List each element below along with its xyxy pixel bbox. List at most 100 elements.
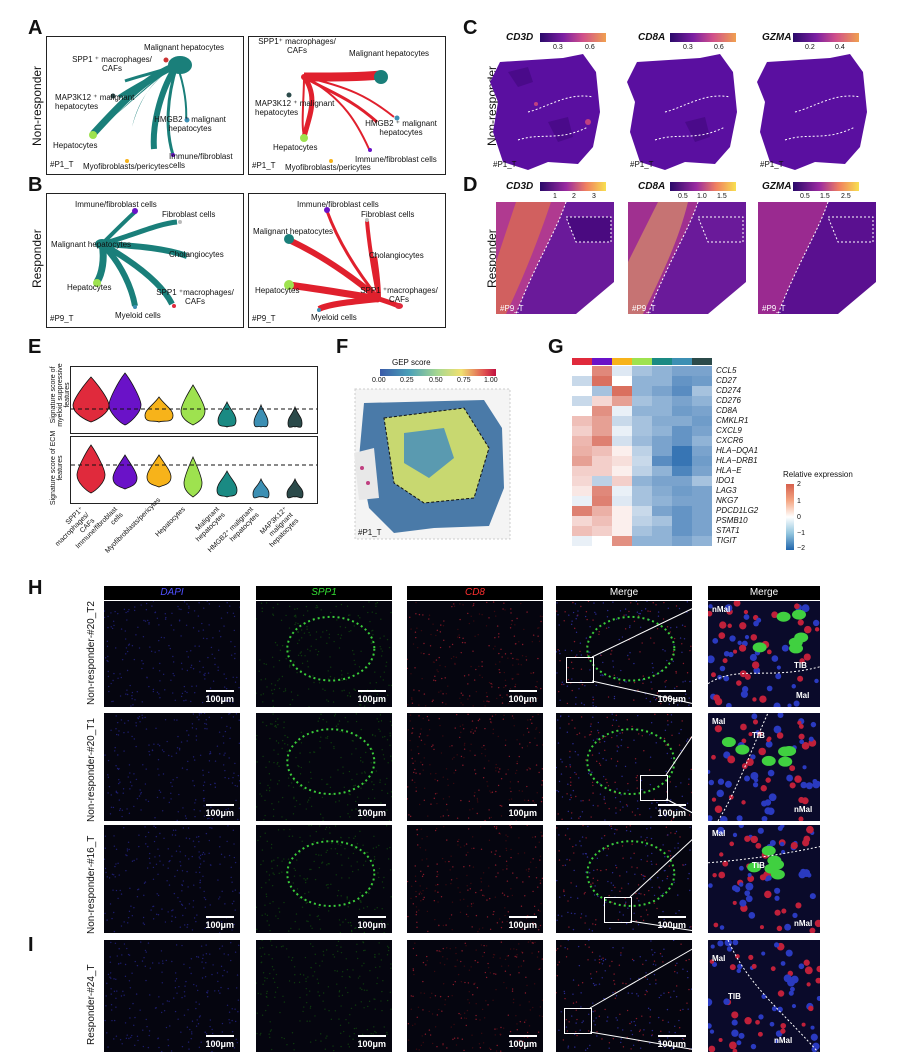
d-tick-1c: 3 [592,193,596,200]
g-cell [612,456,632,466]
g-cell [692,416,712,426]
b-left-node-hepatocytes: Hepatocytes [67,283,112,292]
g-cell [632,366,652,376]
a-left-node-hmgb2: HMGB2 ⁺ malignant hepatocytes [154,115,226,133]
tissue-region-label: TIB [794,661,807,670]
h-header-merge: Merge [556,586,692,600]
g-cell [672,526,692,536]
g-cell [572,516,592,526]
d-gene-2: CD8A [638,181,666,192]
g-cell [692,496,712,506]
g-cell [652,436,672,446]
spp1-image: 100μm [256,825,392,933]
b-left-node-fibroblast: Fibroblast cells [162,210,216,219]
g-cell [652,386,672,396]
g-cell [672,406,692,416]
d-colorbar-3 [793,182,859,191]
panel-label-a: A [28,17,43,39]
scale-bar-label: 100μm [205,808,234,818]
g-cell [612,506,632,516]
h-row-label-2: Non-responder-#20_T1 [86,718,97,822]
g-cell [612,366,632,376]
a-right-node-malignant: Malignant hepatocytes [349,49,430,58]
dapi-image: 100μm [104,713,240,821]
dapi-image: 100μm [104,601,240,707]
a-left-node-malignant: Malignant hepatocytes [144,43,225,52]
merge-image: 100μm [556,713,692,821]
violin-0 [72,376,110,423]
b-right-node-myeloid: Myeloid cells [311,313,357,322]
g-cell [592,486,612,496]
g-cell [632,456,652,466]
g-cell [612,426,632,436]
d-spatial-map-2 [628,202,746,315]
g-cell [652,466,672,476]
g-cell [612,376,632,386]
g-gene-label-16: STAT1 [716,526,740,535]
g-cell [612,496,632,506]
violin-4 [217,401,237,428]
g-cell [652,406,672,416]
g-cell [692,466,712,476]
g-cell [632,406,652,416]
g-cell [672,366,692,376]
g-gene-label-2: CD274 [716,386,741,395]
g-legend-tick-1: 1 [797,498,801,505]
e-ylabel-top: Signature score of myeloid suppressive f… [50,363,71,427]
g-cell [672,456,692,466]
g-cell [692,456,712,466]
i-row-label: Responder-#24_T [86,964,97,1045]
g-cell [692,436,712,446]
spp1-image: 100μm [256,940,392,1052]
scale-bar-label: 100μm [508,694,537,704]
g-cell [672,516,692,526]
g-cell [672,426,692,436]
violin-3 [180,384,206,426]
b-right-node-malignant: Malignant hepatocytes [253,227,334,236]
violin-3 [183,456,203,498]
g-cell [632,426,652,436]
g-gene-label-12: LAG3 [716,486,737,495]
g-cell [592,416,612,426]
g-cell [612,386,632,396]
merge-zoom-image: Mal TIB nMal [708,713,820,821]
spp1-image: 100μm [256,601,392,707]
d-spatial-map-3 [758,202,876,315]
c-colorbar-1 [540,33,606,42]
b-right-node-spp1: SPP1 ⁺macrophages/ CAFs [360,286,438,304]
scale-bar-label: 100μm [657,920,686,930]
g-cell [572,486,592,496]
g-cell [652,456,672,466]
g-legend-tick-0: 2 [797,481,801,488]
tissue-region-label: TIB [728,992,741,1001]
f-tick-4: 1.00 [484,377,498,384]
g-gene-label-7: CXCR6 [716,436,744,445]
g-cell [672,416,692,426]
a-right-node-spp1: SPP1⁺ macrophages/ CAFs [258,37,336,55]
a-left-node-map3k12: MAP3K12 ⁺ malignant hepatocytes [55,93,135,111]
f-tick-0: 0.00 [372,377,386,384]
g-gene-label-1: CD27 [716,376,737,385]
g-cell [692,366,712,376]
panel-label-c: C [463,17,478,39]
g-cell [692,396,712,406]
violin-6 [287,405,303,428]
dapi-image: 100μm [104,825,240,933]
g-legend-tick-3: −1 [797,530,805,537]
g-cell [612,396,632,406]
a-right-node-map3k12: MAP3K12 ⁺ malignant hepatocytes [255,99,335,117]
g-cell [612,436,632,446]
g-cell [612,446,632,456]
merge-zoom-image: Mal TIB nMal [708,940,820,1052]
g-cell [652,536,672,546]
d-tick-3a: 0.5 [800,193,810,200]
cd8-image: 100μm [407,940,543,1052]
panel-label-f: F [336,336,349,358]
f-sample: #P1_T [358,528,382,537]
g-cell [572,496,592,506]
e-violin-top-svg [71,372,317,428]
g-cell [652,426,672,436]
g-cell [592,376,612,386]
g-gene-label-11: IDO1 [716,476,735,485]
